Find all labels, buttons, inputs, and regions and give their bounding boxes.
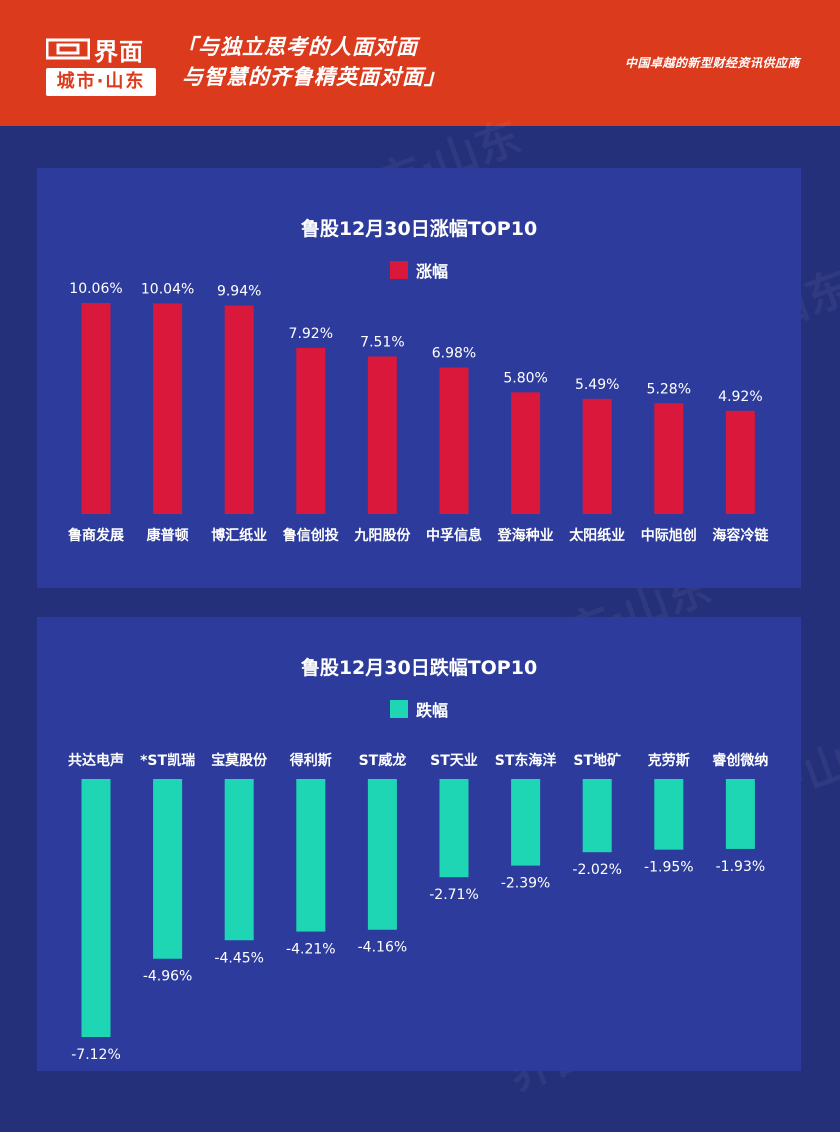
bar [224,305,254,514]
category-label: 宝莫股份 [211,752,268,769]
bar [654,403,684,514]
data-label: -7.12% [71,1047,121,1063]
data-label: 7.51% [360,334,404,350]
logo-subtitle: 城市·山东 [46,68,156,96]
category-label: ST威龙 [359,752,407,769]
data-label: -2.39% [501,876,551,892]
category-label: 康普顿 [147,527,189,544]
data-label: -4.21% [286,942,336,958]
category-label: 共达电声 [68,752,124,769]
bar [439,367,469,514]
slogan-line-2: 与智慧的齐鲁精英面对面」 [182,65,446,89]
bar [654,779,684,850]
category-label: 鲁信创投 [282,527,339,544]
slogan-line-1: 「与独立思考的人面对面 [176,35,418,59]
category-label: 太阳纸业 [569,527,625,544]
category-label: 中孚信息 [426,527,482,544]
bar [296,779,326,932]
data-label: -4.96% [143,969,193,985]
bar [81,303,111,514]
category-label: 登海种业 [497,527,554,544]
slogan: 「与独立思考的人面对面 与智慧的齐鲁精英面对面」 [176,32,446,92]
bar [296,347,326,514]
category-label: 克劳斯 [648,752,690,769]
chart-legend: 跌幅 [37,697,801,721]
chart-legend: 涨幅 [37,258,801,282]
bar [582,398,612,514]
bar [153,779,183,959]
losers-bar-chart: 共达电声 -7.12% *ST凯瑞 -4.96% 宝莫股份 -4.45% 得利斯 -4.21%… [68,752,768,1063]
category-label: *ST凯瑞 [140,752,195,769]
losers-chart-panel: 鲁股12月30日跌幅TOP10 跌幅 共达电声 -7.12% *ST凯瑞 -4.96%… [37,617,801,1071]
data-label: 7.92% [289,326,333,342]
data-label: -4.16% [358,940,408,956]
logo-mark-icon [46,38,90,60]
bar [367,779,397,930]
data-label: 10.06% [69,281,122,297]
bar [511,392,541,514]
header-banner: 界面 城市·山东 「与独立思考的人面对面 与智慧的齐鲁精英面对面」 中国卓越的新… [0,0,840,126]
bar [439,779,469,878]
category-label: 睿创微纳 [711,752,768,769]
bar [367,356,397,514]
brand-logo: 界面 城市·山东 [46,34,158,98]
category-label: ST天业 [430,753,478,769]
bar [725,410,755,514]
data-label: 10.04% [141,281,194,297]
data-label: 5.28% [647,381,691,397]
legend-swatch [389,261,408,279]
bar [224,779,254,941]
legend-swatch [389,700,408,718]
legend-label: 跌幅 [415,701,448,720]
data-label: 6.98% [432,346,476,362]
logo-text: 界面 [94,37,144,66]
bar [81,779,111,1037]
data-label: 9.94% [217,284,261,300]
category-label: 得利斯 [289,752,332,769]
data-label: -1.95% [644,860,694,876]
chart-title: 鲁股12月30日跌幅TOP10 [300,657,538,679]
category-label: 海容冷链 [712,527,769,544]
category-label: 九阳股份 [353,527,411,544]
bar [582,779,612,853]
category-label: ST东海洋 [495,752,557,769]
legend-label: 涨幅 [415,262,448,281]
gainers-chart-panel: 鲁股12月30日涨幅TOP10 涨幅 10.06% 鲁商发展 10.04% 康普顿 9.… [37,168,801,588]
category-label: 博汇纸业 [211,527,267,544]
category-label: 中际旭创 [641,527,697,544]
data-label: -2.71% [429,887,479,903]
data-label: -4.45% [214,950,264,966]
data-label: -2.02% [572,862,622,878]
chart-title: 鲁股12月30日涨幅TOP10 [300,218,538,240]
bar [725,779,755,849]
data-label: 5.49% [575,377,619,393]
data-label: 5.80% [503,370,547,386]
data-label: 4.92% [718,389,762,405]
bar [153,303,183,514]
tagline: 中国卓越的新型财经资讯供应商 [624,56,800,70]
data-label: -1.93% [716,859,766,875]
category-label: ST地矿 [573,752,621,769]
category-label: 鲁商发展 [67,527,124,544]
bar [511,779,541,866]
gainers-bar-chart: 10.06% 鲁商发展 10.04% 康普顿 9.94% 博汇纸业 7.92% 鲁信创投 7.5… [67,281,769,544]
